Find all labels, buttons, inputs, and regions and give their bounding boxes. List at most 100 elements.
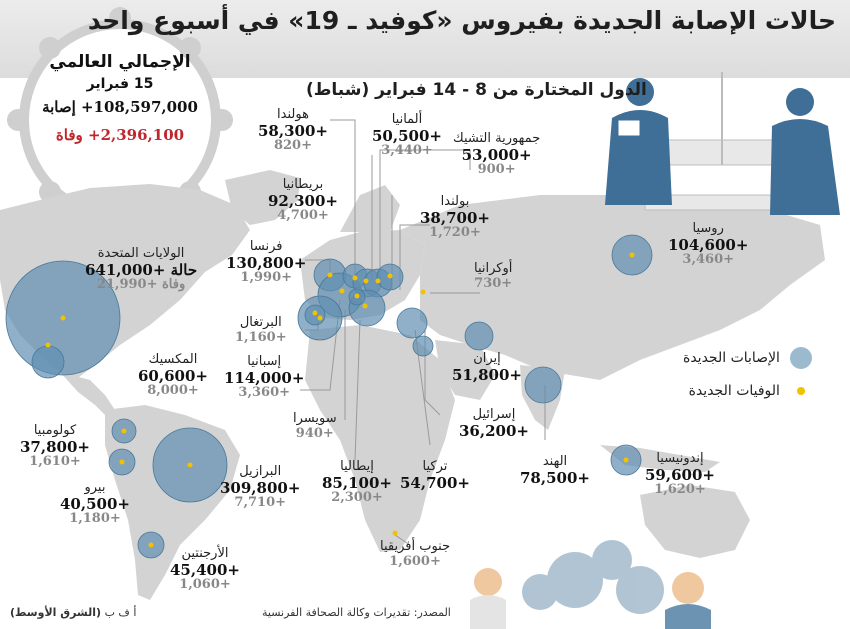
country-cases: 641,000+ حالة xyxy=(85,260,198,279)
virus-people-illustration xyxy=(470,540,711,629)
label-turkey: تركيا 54,700+ xyxy=(400,459,470,492)
label-iran: إيران 51,800+ xyxy=(452,351,522,384)
legend-dot-icon xyxy=(796,387,805,395)
country-name: جنوب أفريقيا xyxy=(380,539,451,554)
country-cases: 114,000+ xyxy=(224,368,305,387)
country-name: بريطانيا xyxy=(282,177,324,192)
label-spain: إسبانيا 114,000+ 3,360+ xyxy=(224,354,305,401)
scandinavia-land xyxy=(340,185,400,232)
label-netherlands: هولندا 58,300+ 820+ xyxy=(258,107,328,154)
country-deaths: 730+ xyxy=(474,275,513,291)
country-name: هولندا xyxy=(277,107,309,122)
label-ukraine: أوكرانيا 730+ xyxy=(474,261,513,291)
label-poland: بولندا 38,700+ 1,720+ xyxy=(420,194,490,241)
label-mexico: المكسيك 60,600+ 8,000+ xyxy=(138,352,208,399)
country-name: جمهورية التشيك xyxy=(453,131,541,146)
country-name: إندونيسيا xyxy=(656,451,704,466)
country-name: تركيا xyxy=(422,459,448,474)
global-total-title: الإجمالي العالمي xyxy=(49,52,191,72)
legend-new-deaths: الوفيات الجديدة xyxy=(683,383,812,399)
label-uk: بريطانيا 92,300+ 4,700+ xyxy=(268,177,338,224)
country-cases: 78,500+ xyxy=(520,468,590,487)
country-name: إسرائيل xyxy=(472,407,516,422)
country-name: أوكرانيا xyxy=(474,261,513,276)
country-deaths: 1,160+ xyxy=(235,329,287,345)
country-name: البرتغال xyxy=(239,315,282,330)
bubble-turkey xyxy=(396,307,428,339)
label-brazil: البرازيل 309,800+ 7,710+ xyxy=(220,464,300,511)
label-peru: بيرو 40,500+ 1,180+ xyxy=(60,480,130,527)
label-india: الهند 78,500+ xyxy=(520,454,590,487)
legend-bubble-icon xyxy=(789,347,812,369)
country-cases: 38,700+ xyxy=(420,208,490,227)
country-cases: 92,300+ xyxy=(268,191,338,210)
label-argentina: الأرجنتين 45,400+ 1,060+ xyxy=(170,546,240,593)
main-title: حالات الإصابة الجديدة بفيروس «كوفيد ـ 19… xyxy=(87,6,836,35)
country-cases: 54,700+ xyxy=(400,473,470,492)
bubble-india xyxy=(524,366,562,404)
label-portugal: البرتغال 1,160+ xyxy=(235,315,287,345)
label-italy: إيطاليا 85,100+ 2,300+ xyxy=(322,459,392,506)
country-cases: 58,300+ xyxy=(258,121,328,140)
country-cases: 60,600+ xyxy=(138,366,208,385)
credit-prefix: أ ف ب xyxy=(104,606,137,619)
country-deaths: 3,360+ xyxy=(238,385,291,401)
label-indonesia: إندونيسيا 59,600+ 1,620+ xyxy=(645,451,715,498)
country-name: روسيا xyxy=(692,221,724,236)
global-total-date: 15 فبراير xyxy=(86,76,154,92)
label-israel: إسرائيل 36,200+ xyxy=(459,407,529,439)
legend: الإصابات الجديدة الوفيات الجديدة xyxy=(683,347,812,413)
global-total-cases: 108,597,000+ إصابة xyxy=(42,98,198,116)
country-deaths: 21,990+ وفاة xyxy=(96,277,186,293)
arabia-land xyxy=(435,340,495,400)
country-cases: 37,800+ xyxy=(20,437,90,456)
greenland-land xyxy=(225,170,300,225)
country-name: المكسيك xyxy=(148,352,198,367)
label-russia: روسيا 104,600+ 3,460+ xyxy=(668,221,748,268)
country-cases: 59,600+ xyxy=(645,465,715,484)
country-name: كولومبيا xyxy=(33,423,77,438)
country-name: الأرجنتين xyxy=(181,546,229,561)
country-cases: 51,800+ xyxy=(452,365,522,384)
credit-outlet: (الشرق الأوسط) xyxy=(10,606,102,619)
country-deaths: 820+ xyxy=(273,138,312,154)
country-deaths: 2,300+ xyxy=(331,490,383,506)
country-deaths: 8,000+ xyxy=(147,383,199,399)
country-name: إيطاليا xyxy=(340,459,374,474)
country-cases: 40,500+ xyxy=(60,494,130,513)
country-deaths: 940+ xyxy=(295,425,334,441)
asia-land xyxy=(400,195,825,380)
bubble-mexico xyxy=(31,345,65,379)
africa-land xyxy=(305,325,455,552)
japan-land xyxy=(760,258,778,300)
country-cases: 50,500+ xyxy=(372,126,442,145)
country-name: سويسرا xyxy=(293,411,337,426)
legend-new-cases: الإصابات الجديدة xyxy=(683,347,812,369)
country-name: ألمانيا xyxy=(391,112,423,127)
country-deaths: 3,460+ xyxy=(682,252,735,268)
country-deaths: 3,440+ xyxy=(381,143,433,159)
label-switzerland: سويسرا 940+ xyxy=(293,411,337,441)
australia-land xyxy=(640,485,750,558)
country-name: إيران xyxy=(473,351,501,366)
label-germany: ألمانيا 50,500+ 3,440+ xyxy=(372,112,442,159)
country-deaths: 7,710+ xyxy=(234,495,287,511)
subtitle: الدول المختارة من 8 - 14 فبراير (شباط) xyxy=(306,80,647,100)
bubble-iran xyxy=(464,321,494,351)
legend-new-cases-label: الإصابات الجديدة xyxy=(683,350,780,366)
country-name: بولندا xyxy=(440,194,470,209)
country-deaths: 4,700+ xyxy=(277,208,329,224)
bubble-israel xyxy=(412,335,434,357)
global-deaths-unit: وفاة xyxy=(55,126,83,144)
country-deaths: 1,620+ xyxy=(654,482,706,498)
label-south-africa: جنوب أفريقيا 1,600+ xyxy=(380,539,451,569)
land-masses xyxy=(0,170,825,600)
central-america-land xyxy=(60,372,115,418)
global-deaths-value: 2,396,100+ xyxy=(87,126,185,144)
country-deaths: 1,720+ xyxy=(429,225,481,241)
country-name: الهند xyxy=(542,454,568,469)
country-deaths: 1,990+ xyxy=(240,270,293,286)
credit-note: أ ف ب (الشرق الأوسط) xyxy=(10,606,136,619)
label-france: فرنسا 130,800+ 1,990+ xyxy=(226,239,306,286)
